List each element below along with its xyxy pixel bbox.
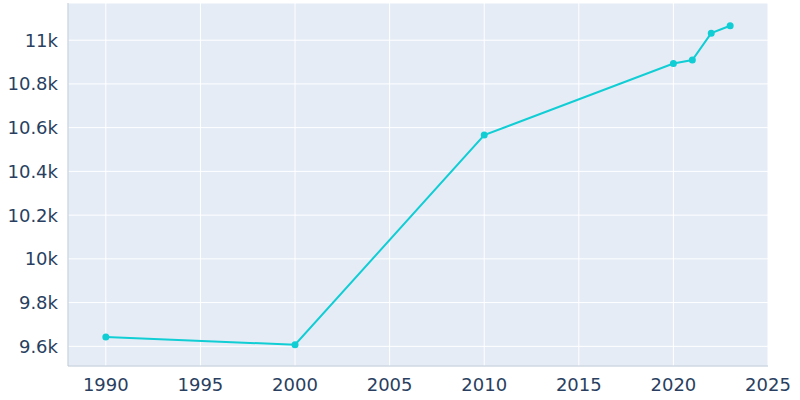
svg-text:1990: 1990 xyxy=(83,374,129,395)
svg-text:10.4k: 10.4k xyxy=(8,161,59,182)
svg-text:9.6k: 9.6k xyxy=(19,336,59,357)
svg-text:2005: 2005 xyxy=(367,374,413,395)
svg-text:10.2k: 10.2k xyxy=(8,205,59,226)
svg-text:2000: 2000 xyxy=(272,374,318,395)
svg-text:2025: 2025 xyxy=(745,374,791,395)
svg-text:10k: 10k xyxy=(25,248,59,269)
svg-text:2015: 2015 xyxy=(556,374,602,395)
svg-text:9.8k: 9.8k xyxy=(19,292,59,313)
svg-text:2020: 2020 xyxy=(650,374,696,395)
svg-text:10.8k: 10.8k xyxy=(8,73,59,94)
svg-text:10.6k: 10.6k xyxy=(8,117,59,138)
svg-text:2010: 2010 xyxy=(461,374,507,395)
svg-text:11k: 11k xyxy=(25,30,59,51)
svg-text:1995: 1995 xyxy=(178,374,224,395)
